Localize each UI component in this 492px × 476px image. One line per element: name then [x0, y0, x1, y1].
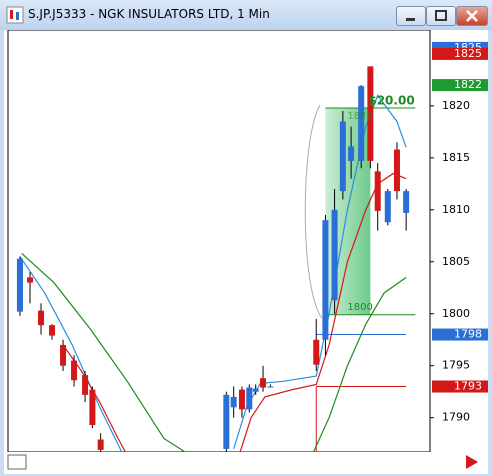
chart-background [4, 30, 488, 472]
bottom-bar [4, 452, 488, 474]
candle-body [238, 389, 245, 410]
candle-body [367, 66, 374, 161]
y-tick-label: 1800 [442, 307, 470, 320]
chart: 179017951800180518101815182014:4515:0026… [4, 30, 488, 474]
candle-body [348, 146, 355, 161]
title-bar: S.JP.J5333 - NGK INSULATORS LTD, 1 Min [0, 0, 492, 30]
range-bottom-label: 1800 [347, 302, 372, 313]
price-marker [432, 79, 488, 92]
price-marker [432, 328, 488, 341]
app-icon [6, 6, 24, 24]
candle-body [339, 121, 346, 192]
candle-body [60, 344, 67, 366]
candle-body [313, 339, 320, 365]
candle-body [331, 209, 338, 301]
price-marker-label: 1825 [454, 47, 482, 60]
candle-body [403, 191, 410, 213]
candle-body [260, 378, 267, 388]
candle-body [97, 439, 104, 450]
candle-body [384, 191, 391, 223]
y-tick-label: 1820 [442, 99, 470, 112]
moving-average [21, 253, 407, 452]
range-label: $20.00 [368, 93, 414, 107]
candle-body [230, 396, 237, 408]
candle-body [358, 86, 365, 161]
price-marker-label: 1793 [454, 380, 482, 393]
scroll-right[interactable] [466, 455, 478, 469]
price-marker-label: 1822 [454, 78, 482, 91]
price-marker-label: 1798 [454, 328, 482, 341]
y-tick-label: 1790 [442, 411, 470, 424]
minimize-button[interactable] [396, 6, 426, 26]
drawing-curve [304, 104, 323, 319]
candle-body [38, 310, 45, 326]
candle-body [82, 375, 89, 395]
range-top-label: 1820 [347, 111, 372, 122]
candle-body [374, 171, 381, 211]
scroll-left[interactable] [7, 454, 27, 470]
y-tick-label: 1805 [442, 255, 470, 268]
y-tick-label: 1795 [442, 359, 470, 372]
candle-body [393, 149, 400, 192]
candle-body [16, 258, 23, 312]
candle-body [252, 388, 259, 392]
maximize-button[interactable] [426, 6, 456, 26]
candle-body [322, 220, 329, 340]
candle-body [246, 387, 253, 410]
candle-body [223, 394, 230, 449]
candle-body [49, 325, 56, 336]
price-marker [432, 380, 488, 393]
candle-body [27, 277, 34, 283]
close-button[interactable] [456, 6, 488, 26]
candle-body [89, 389, 96, 425]
price-marker [432, 47, 488, 60]
y-tick-label: 1810 [442, 203, 470, 216]
candle-body [267, 386, 274, 388]
candle-body [71, 360, 78, 381]
plot-area [16, 66, 416, 452]
window-title: S.JP.J5333 - NGK INSULATORS LTD, 1 Min [28, 7, 270, 21]
y-tick-label: 1815 [442, 151, 470, 164]
